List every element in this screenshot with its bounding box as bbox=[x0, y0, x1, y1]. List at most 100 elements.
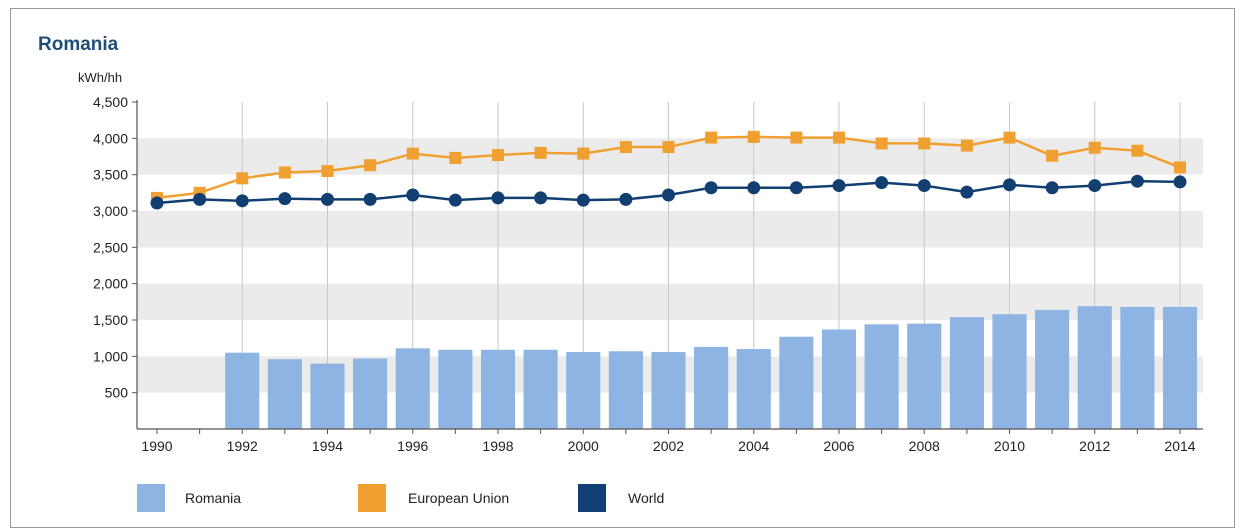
bar-romania bbox=[694, 346, 729, 429]
point-world bbox=[534, 191, 548, 205]
point-world bbox=[491, 191, 505, 205]
bar-romania bbox=[395, 348, 430, 429]
point-world bbox=[704, 181, 718, 195]
point-world bbox=[448, 193, 462, 207]
bar-romania bbox=[267, 359, 302, 429]
point-european-union bbox=[1174, 161, 1186, 174]
y-tick-label: 500 bbox=[105, 385, 129, 401]
point-world bbox=[321, 192, 334, 206]
point-world bbox=[150, 196, 164, 210]
bar-romania bbox=[821, 329, 857, 429]
x-tick-label: 2000 bbox=[568, 438, 599, 454]
bar-romania bbox=[523, 349, 558, 429]
bar-romania bbox=[907, 323, 942, 429]
bar-romania bbox=[651, 351, 686, 429]
y-tick-label: 3,500 bbox=[93, 167, 128, 183]
x-tick-label: 1990 bbox=[141, 438, 172, 454]
point-world bbox=[917, 179, 931, 193]
point-world bbox=[193, 192, 207, 206]
point-world bbox=[1130, 174, 1144, 188]
point-world bbox=[1088, 179, 1102, 193]
y-tick-label: 4,500 bbox=[93, 94, 128, 110]
point-world bbox=[406, 188, 420, 202]
y-tick-label: 1,000 bbox=[93, 348, 128, 364]
bar-romania bbox=[736, 349, 771, 429]
legend-swatch-romania bbox=[137, 484, 165, 512]
point-european-union bbox=[236, 172, 249, 185]
point-european-union bbox=[278, 166, 291, 179]
point-european-union bbox=[534, 146, 547, 159]
y-tick-label: 1,500 bbox=[93, 312, 128, 328]
x-tick-label: 1994 bbox=[312, 438, 343, 454]
point-european-union bbox=[1003, 131, 1016, 144]
y-tick-label: 3,000 bbox=[93, 203, 128, 219]
bar-romania bbox=[1077, 306, 1112, 429]
x-tick-label: 2006 bbox=[823, 438, 854, 454]
point-world bbox=[576, 193, 590, 207]
x-tick-label: 1992 bbox=[227, 438, 258, 454]
bar-romania bbox=[864, 324, 899, 429]
bar-romania bbox=[566, 351, 601, 429]
point-european-union bbox=[747, 130, 760, 143]
point-world bbox=[875, 176, 889, 190]
point-world bbox=[1003, 178, 1016, 192]
point-world bbox=[789, 181, 803, 195]
grid-band bbox=[137, 211, 1203, 248]
bar-romania bbox=[992, 314, 1027, 429]
x-tick-label: 2010 bbox=[994, 438, 1025, 454]
point-european-union bbox=[492, 149, 504, 162]
bar-romania bbox=[1162, 306, 1198, 429]
grid-band bbox=[137, 283, 1203, 320]
point-european-union bbox=[790, 131, 803, 144]
x-tick-label: 2004 bbox=[738, 438, 769, 454]
point-european-union bbox=[918, 137, 931, 150]
point-european-union bbox=[875, 137, 888, 150]
point-european-union bbox=[960, 139, 973, 152]
point-world bbox=[619, 192, 633, 206]
chart-frame bbox=[10, 8, 1235, 528]
legend-label-world: World bbox=[628, 490, 665, 506]
legend-swatch-world bbox=[578, 484, 606, 512]
point-world bbox=[363, 192, 377, 206]
point-european-union bbox=[833, 131, 845, 144]
bar-romania bbox=[1120, 306, 1155, 429]
point-world bbox=[1173, 175, 1187, 189]
point-world bbox=[960, 185, 974, 199]
point-european-union bbox=[619, 141, 632, 154]
point-european-union bbox=[321, 165, 334, 178]
chart-title: Romania bbox=[38, 34, 119, 55]
bar-romania bbox=[608, 351, 643, 429]
bar-romania bbox=[225, 352, 260, 429]
bar-romania bbox=[480, 349, 516, 429]
point-european-union bbox=[577, 147, 590, 160]
x-tick-label: 2014 bbox=[1164, 438, 1195, 454]
point-world bbox=[832, 179, 846, 193]
point-european-union bbox=[662, 141, 675, 154]
y-tick-label: 4,000 bbox=[93, 130, 128, 146]
x-tick-label: 2012 bbox=[1079, 438, 1110, 454]
x-tick-label: 1996 bbox=[397, 438, 428, 454]
point-world bbox=[1045, 181, 1059, 195]
x-tick-label: 2002 bbox=[653, 438, 684, 454]
point-european-union bbox=[1131, 144, 1144, 157]
bar-romania bbox=[353, 358, 388, 429]
point-european-union bbox=[364, 159, 377, 172]
bar-romania bbox=[310, 363, 345, 429]
y-tick-label: 2,500 bbox=[93, 239, 128, 255]
point-european-union bbox=[406, 147, 419, 160]
point-european-union bbox=[449, 151, 462, 164]
legend-swatch-european-union bbox=[358, 484, 386, 512]
point-world bbox=[662, 188, 675, 202]
point-european-union bbox=[1088, 141, 1101, 154]
x-tick-label: 1998 bbox=[482, 438, 513, 454]
point-world bbox=[235, 194, 249, 208]
bar-romania bbox=[779, 336, 814, 429]
y-tick-label: 2,000 bbox=[93, 276, 128, 292]
bar-romania bbox=[949, 317, 984, 429]
y-axis-unit-label: kWh/hh bbox=[78, 70, 123, 85]
bar-romania bbox=[1035, 309, 1070, 429]
bar-romania bbox=[438, 349, 473, 429]
point-world bbox=[278, 192, 292, 206]
point-european-union bbox=[705, 131, 718, 144]
